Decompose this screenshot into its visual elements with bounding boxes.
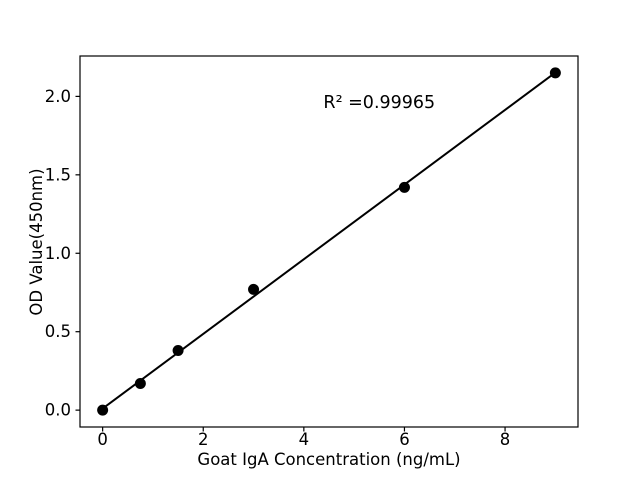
data-point	[172, 345, 184, 357]
x-tick-label: 0	[97, 430, 108, 449]
y-tick-label: 2.0	[45, 87, 71, 106]
fit-line	[102, 71, 556, 410]
x-tick-label: 6	[399, 430, 410, 449]
x-tick-label: 4	[299, 430, 310, 449]
x-tick-label: 8	[500, 430, 511, 449]
y-axis-ticks: 0.0 0.5 1.0 1.5 2.0	[45, 87, 80, 420]
data-points	[97, 67, 561, 416]
x-tick-label: 2	[198, 430, 209, 449]
x-axis-ticks: 0 2 4 6 8	[97, 427, 510, 449]
data-point	[97, 404, 109, 416]
r-squared-annotation: R² =0.99965	[323, 93, 435, 113]
y-tick-label: 0.5	[45, 322, 71, 341]
y-tick-label: 1.0	[45, 244, 71, 263]
y-axis-label: OD Value(450nm)	[27, 168, 46, 315]
y-tick-label: 0.0	[45, 401, 71, 420]
x-axis-label: Goat IgA Concentration (ng/mL)	[197, 450, 460, 469]
data-point	[248, 283, 260, 295]
plot-area	[79, 55, 579, 428]
data-point	[134, 377, 146, 389]
data-point	[549, 67, 561, 79]
data-point	[398, 181, 410, 193]
y-tick-label: 1.5	[45, 165, 71, 184]
